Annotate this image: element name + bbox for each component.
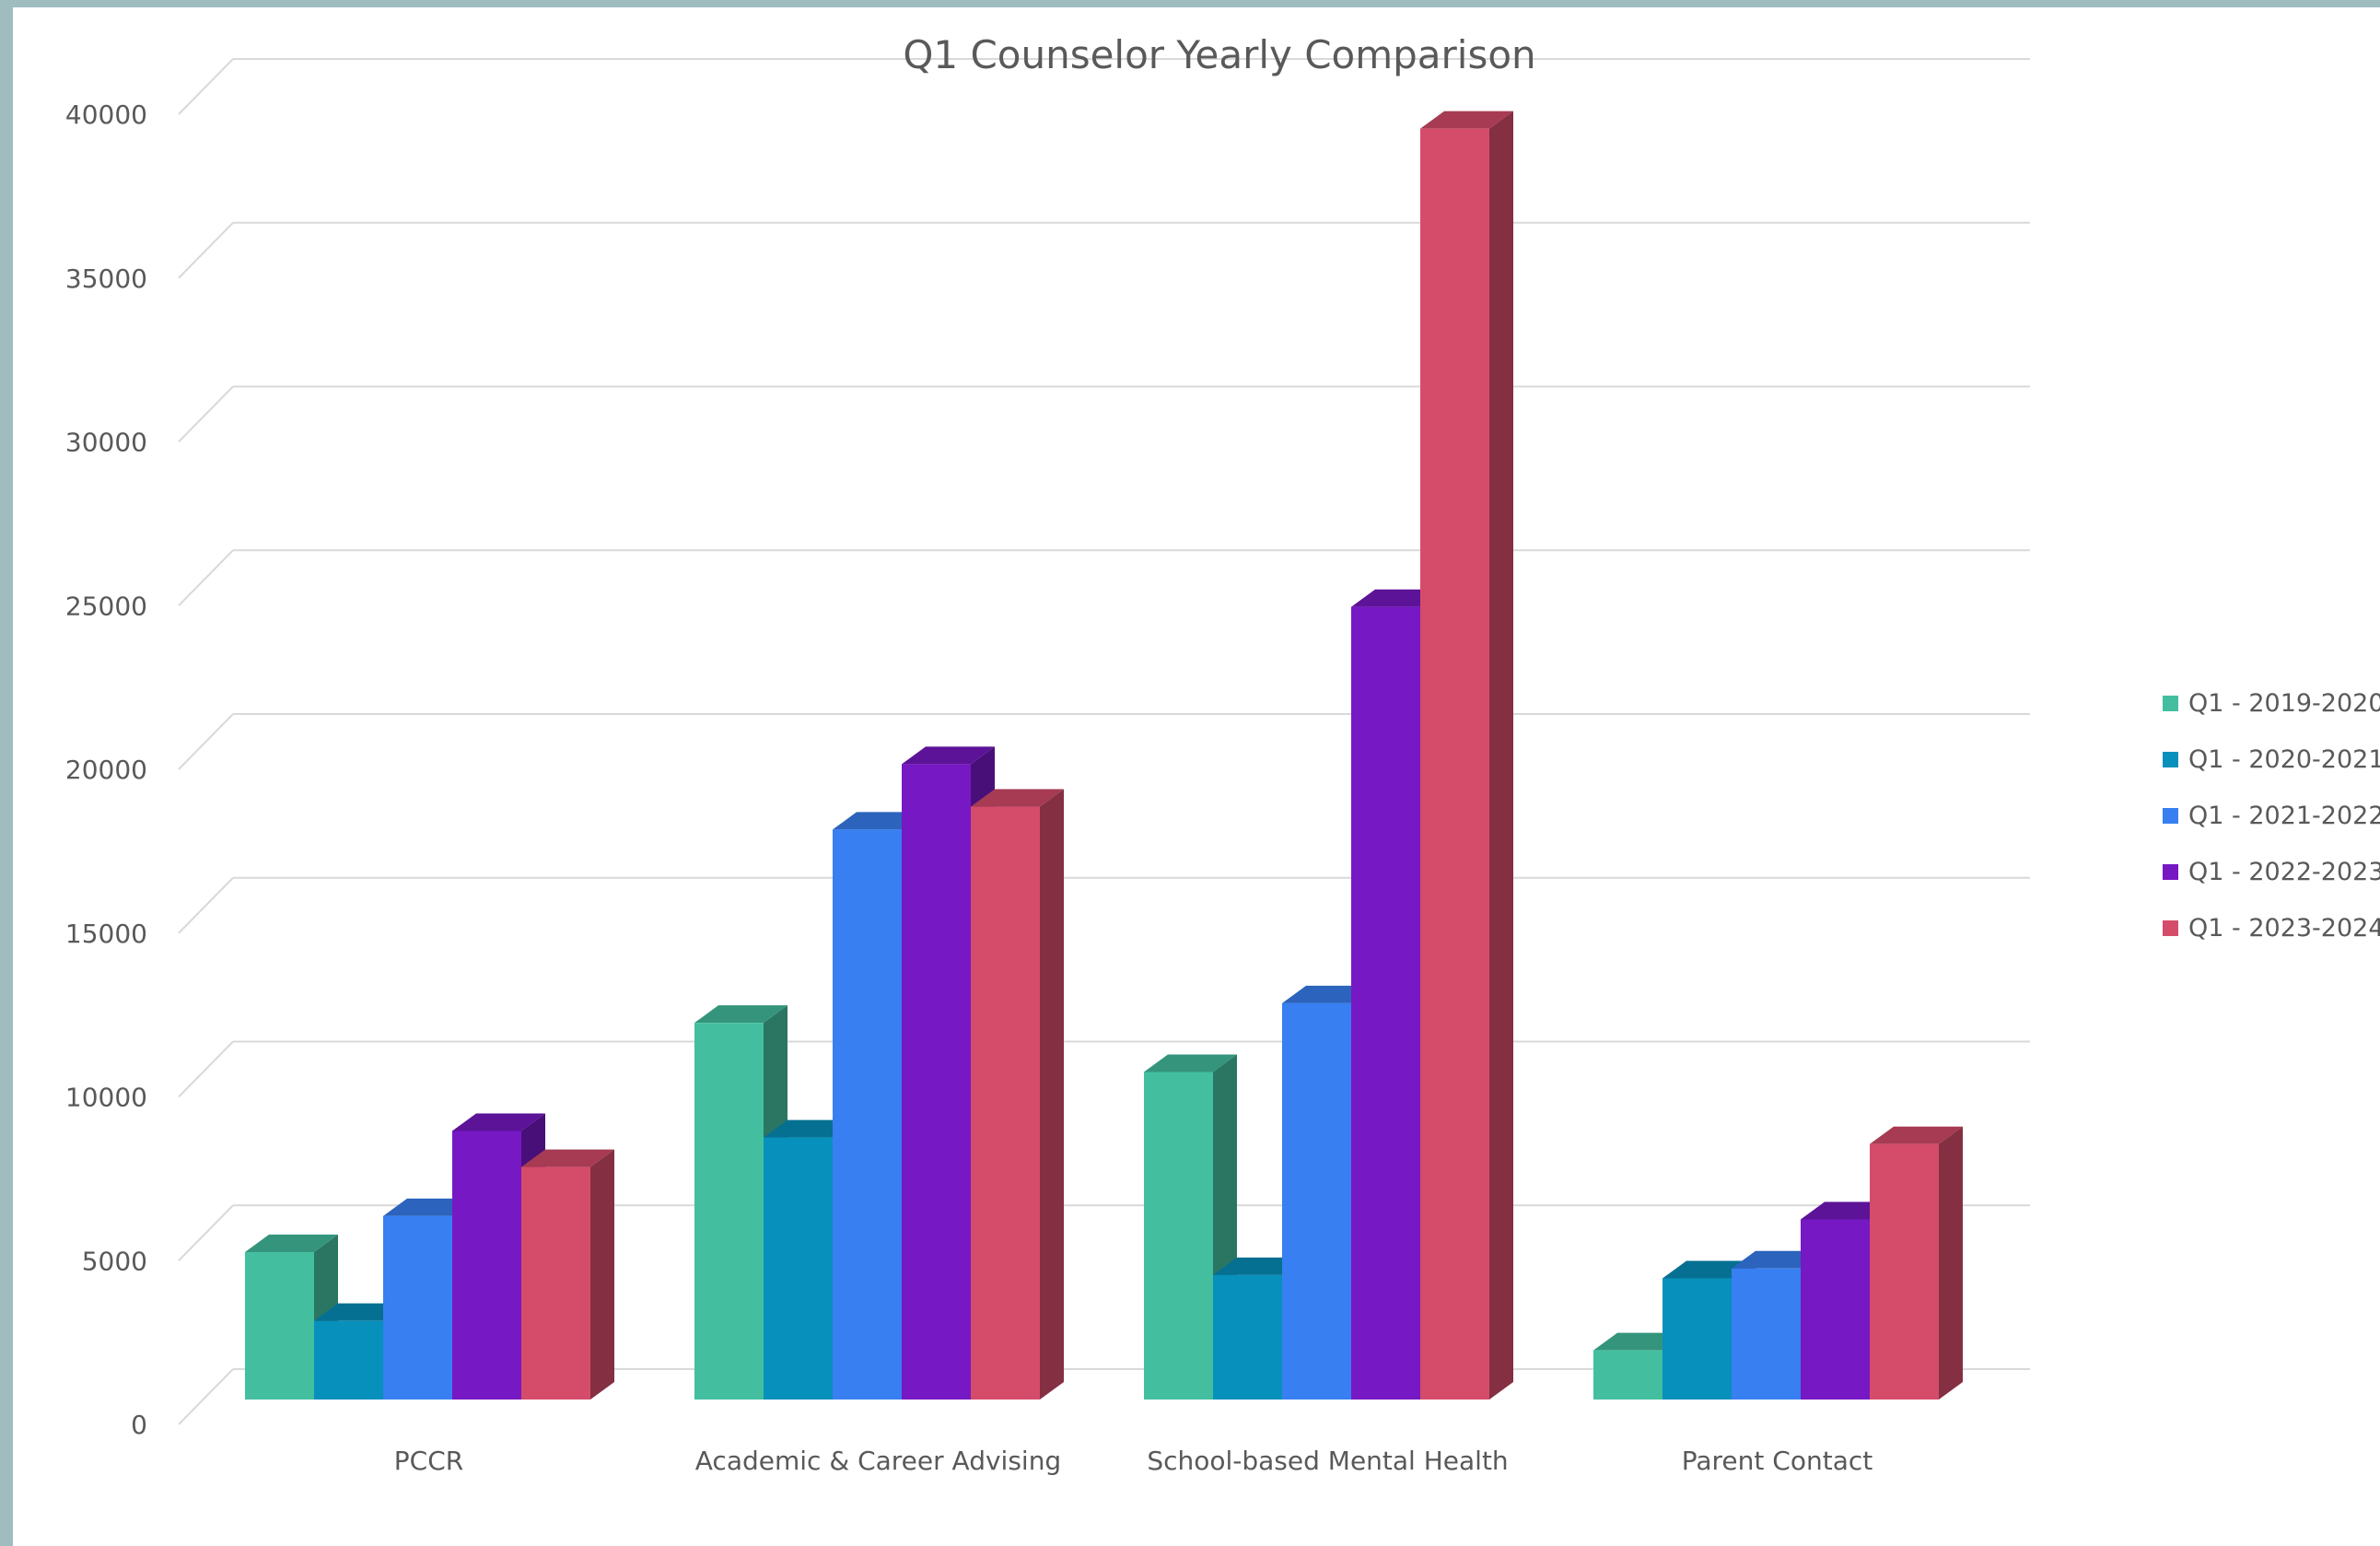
bar bbox=[521, 1149, 614, 1400]
y-axis-tick-labels: 0 5000 10000 15000 20000 25000 30000 35000 40000 bbox=[65, 100, 147, 1440]
bar-top-face bbox=[245, 1235, 338, 1253]
bar-front-face bbox=[1213, 1274, 1282, 1400]
bar-front-face bbox=[521, 1166, 590, 1400]
bar-top-face bbox=[971, 789, 1064, 807]
legend-swatch bbox=[2163, 808, 2178, 824]
legend-swatch bbox=[2163, 696, 2178, 711]
y-tick-label: 20000 bbox=[65, 755, 147, 785]
bar-top-face bbox=[694, 1005, 788, 1024]
legend-label: Q1 - 2020-2021 bbox=[2188, 745, 2380, 774]
y-tick-label: 25000 bbox=[65, 591, 147, 621]
bar-top-face bbox=[452, 1113, 545, 1131]
bar-side-face bbox=[1040, 789, 1064, 1400]
gridline-side bbox=[178, 222, 234, 279]
bar-front-face bbox=[1420, 128, 1489, 1400]
legend-item: Q1 - 2020-2021 bbox=[2163, 745, 2380, 774]
legend-item: Q1 - 2023-2024 bbox=[2163, 914, 2380, 943]
legend-item: Q1 - 2019-2020 bbox=[2163, 689, 2380, 718]
bar-front-face bbox=[245, 1252, 314, 1400]
category-label: Academic & Career Advising bbox=[695, 1446, 1061, 1476]
gridline-side bbox=[178, 1040, 234, 1098]
y-tick-label: 10000 bbox=[65, 1083, 147, 1113]
bar-top-face bbox=[521, 1149, 614, 1167]
category-label: Parent Contact bbox=[1682, 1446, 1872, 1476]
chart-title: Q1 Counselor Yearly Comparison bbox=[903, 32, 1535, 77]
gridline-side bbox=[178, 385, 234, 443]
bar-front-face bbox=[1732, 1268, 1801, 1400]
bar-top-face bbox=[1870, 1126, 1963, 1144]
legend-swatch bbox=[2163, 752, 2178, 767]
legend-item: Q1 - 2021-2022 bbox=[2163, 802, 2380, 830]
legend-label: Q1 - 2021-2022 bbox=[2188, 802, 2380, 830]
legend-item: Q1 - 2022-2023 bbox=[2163, 858, 2380, 886]
bar-front-face bbox=[1282, 1002, 1351, 1400]
y-tick-label: 35000 bbox=[65, 264, 147, 294]
gridline-side bbox=[178, 1204, 234, 1261]
bars bbox=[245, 111, 1963, 1400]
gridline-side bbox=[178, 1368, 234, 1425]
y-tick-label: 0 bbox=[131, 1410, 147, 1440]
y-tick-label: 5000 bbox=[82, 1246, 147, 1276]
bar-front-face bbox=[971, 806, 1040, 1400]
legend-swatch bbox=[2163, 864, 2178, 880]
bar-front-face bbox=[1351, 606, 1420, 1400]
bar-front-face bbox=[452, 1130, 521, 1400]
gridline-side bbox=[178, 549, 234, 606]
category-labels: PCCR Academic & Career Advising School-bas… bbox=[394, 1446, 1872, 1476]
gridline-side bbox=[178, 713, 234, 770]
bar-front-face bbox=[383, 1215, 452, 1400]
bar-side-face bbox=[1489, 111, 1513, 1400]
y-tick-label: 30000 bbox=[65, 427, 147, 458]
bar-front-face bbox=[1144, 1072, 1213, 1400]
bar-top-face bbox=[902, 746, 995, 765]
bar-front-face bbox=[1662, 1278, 1732, 1400]
gridline-side bbox=[178, 58, 234, 115]
bar-front-face bbox=[764, 1137, 833, 1400]
bar bbox=[1420, 111, 1513, 1400]
bar-top-face bbox=[1144, 1054, 1237, 1072]
chart-svg: 0 5000 10000 15000 20000 25000 30000 35000 40000… bbox=[65, 32, 2380, 1476]
bar-top-face bbox=[1420, 111, 1513, 129]
bar bbox=[971, 789, 1064, 1400]
bar-front-face bbox=[314, 1320, 383, 1400]
legend-label: Q1 - 2022-2023 bbox=[2188, 858, 2380, 886]
category-label: School-based Mental Health bbox=[1147, 1446, 1508, 1476]
category-label: PCCR bbox=[394, 1446, 463, 1476]
bar bbox=[1870, 1126, 1963, 1400]
bar-side-face bbox=[590, 1149, 614, 1400]
chart-frame: 0 5000 10000 15000 20000 25000 30000 35000 40000… bbox=[13, 7, 2380, 1546]
y-tick-label: 15000 bbox=[65, 919, 147, 949]
y-tick-label: 40000 bbox=[65, 100, 147, 130]
legend-label: Q1 - 2019-2020 bbox=[2188, 689, 2380, 718]
bar-side-face bbox=[1939, 1126, 1963, 1400]
bar-front-face bbox=[1870, 1143, 1939, 1400]
legend-label: Q1 - 2023-2024 bbox=[2188, 914, 2380, 943]
bar-front-face bbox=[902, 764, 971, 1400]
legend: Q1 - 2019-2020 Q1 - 2020-2021 Q1 - 2021-20… bbox=[2163, 689, 2380, 943]
legend-swatch bbox=[2163, 920, 2178, 936]
bar-front-face bbox=[1593, 1350, 1662, 1400]
bar-front-face bbox=[1801, 1219, 1870, 1400]
bar-front-face bbox=[833, 829, 902, 1400]
bar-front-face bbox=[694, 1023, 764, 1400]
gridline-side bbox=[178, 877, 234, 934]
